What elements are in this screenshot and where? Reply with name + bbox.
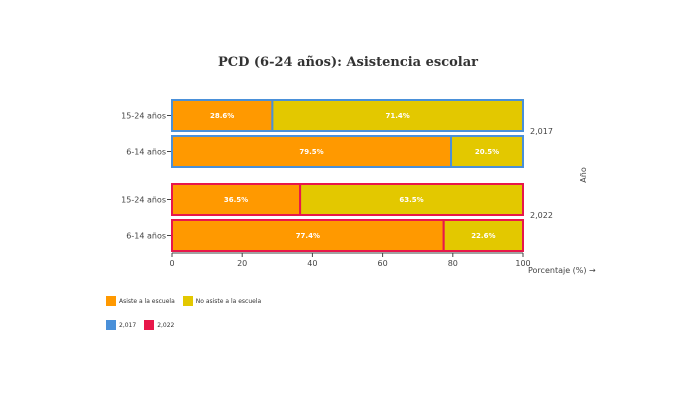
x-tick-label: 20 bbox=[237, 259, 247, 268]
legend-swatch-no-asiste bbox=[182, 296, 193, 306]
bar-segment bbox=[271, 99, 524, 132]
group-label: 2,017 bbox=[530, 127, 553, 136]
bar-value-label: 63.5% bbox=[399, 196, 423, 204]
bar-value-label: 22.6% bbox=[471, 232, 495, 240]
legend-label-asiste: Asiste a la escuela bbox=[119, 297, 175, 305]
legend-swatch-2017 bbox=[106, 320, 116, 330]
y-tick-label: 15-24 años bbox=[121, 112, 166, 121]
x-tick-label: 80 bbox=[448, 259, 458, 268]
legend-label-2017: 2,017 bbox=[119, 321, 137, 329]
y-tick-label: 15-24 años bbox=[121, 196, 166, 205]
legend-item-asiste[interactable]: Asiste a la escuela bbox=[106, 296, 175, 306]
bar-segment bbox=[171, 99, 274, 132]
x-tick-label: 0 bbox=[169, 259, 174, 268]
bar-segment bbox=[171, 135, 453, 168]
x-axis-title: Porcentaje (%) → bbox=[528, 266, 596, 275]
bar-segment bbox=[299, 183, 524, 216]
legend-swatch-2022 bbox=[144, 320, 155, 330]
group-label: 2,022 bbox=[530, 211, 553, 220]
plot-area: 28.6% 71.4% 15-24 años 79.5% 20.5% 6-14 años 2… bbox=[121, 99, 553, 268]
bar-value-label: 28.6% bbox=[210, 112, 234, 120]
bar-segment bbox=[442, 219, 525, 252]
y-axis-title: Año bbox=[579, 167, 588, 183]
bar-value-label: 79.5% bbox=[299, 148, 323, 156]
bar-value-label: 20.5% bbox=[475, 148, 499, 156]
y-tick-label: 6-14 años bbox=[126, 232, 166, 241]
legend-item-2022[interactable]: 2,022 bbox=[144, 320, 174, 330]
x-tick-label: 40 bbox=[307, 259, 317, 268]
bar-value-label: 36.5% bbox=[224, 196, 248, 204]
bar-segment bbox=[450, 135, 525, 168]
legend-swatch-asiste bbox=[106, 296, 116, 306]
legend-label-no-asiste: No asiste a la escuela bbox=[195, 297, 262, 305]
legend-border: 2,017 2,022 bbox=[106, 320, 182, 330]
x-tick-label: 100 bbox=[515, 259, 530, 268]
legend-label-2022: 2,022 bbox=[157, 321, 175, 329]
bar-value-label: 71.4% bbox=[386, 112, 410, 120]
legend-item-2017[interactable]: 2,017 bbox=[106, 320, 136, 330]
x-tick-label: 60 bbox=[378, 259, 388, 268]
bar-value-label: 77.4% bbox=[296, 232, 320, 240]
chart-title: PCD (6-24 años): Asistencia escolar bbox=[218, 55, 478, 70]
legend-item-no-asiste[interactable]: No asiste a la escuela bbox=[182, 296, 262, 306]
y-tick-label: 6-14 años bbox=[126, 148, 166, 157]
legend-fill: Asiste a la escuela No asiste a la escue… bbox=[106, 296, 269, 306]
